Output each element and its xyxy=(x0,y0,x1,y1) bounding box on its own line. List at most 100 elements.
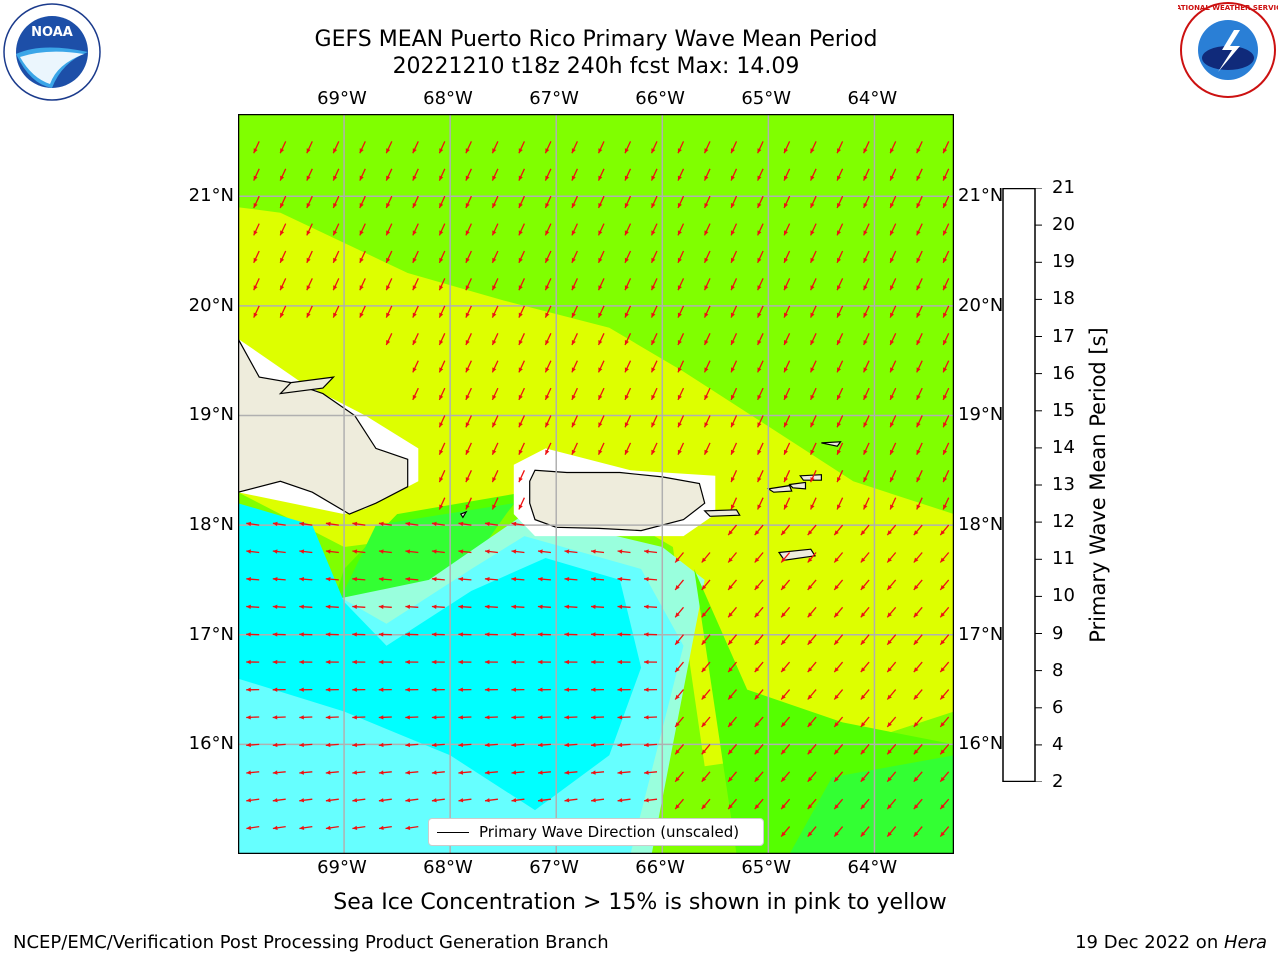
wave-direction-arrow-524 xyxy=(833,634,844,646)
wave-direction-arrow-2 xyxy=(253,195,260,209)
wave-direction-arrow-515 xyxy=(836,387,844,401)
wave-direction-arrow-480 xyxy=(810,141,817,154)
wave-direction-arrow-225 xyxy=(518,415,525,428)
wave-direction-arrow-597 xyxy=(916,497,923,510)
wave-direction-arrow-385 xyxy=(703,305,711,318)
wave-direction-arrow-259 xyxy=(537,715,551,720)
lon-label-bottom-4: 65°W xyxy=(741,857,792,878)
puerto-rico-land xyxy=(529,469,706,532)
wave-direction-arrow-248 xyxy=(544,333,552,346)
colorbar-tick-11: 16 xyxy=(1052,362,1075,384)
wave-direction-arrow-211 xyxy=(484,742,498,748)
wave-direction-arrow-526 xyxy=(833,689,844,700)
wave-direction-arrow-319 xyxy=(624,387,632,401)
map-legend: Primary Wave Direction (unscaled) xyxy=(428,818,764,846)
wave-direction-arrow-48 xyxy=(299,604,313,609)
wave-direction-arrow-208 xyxy=(484,659,498,665)
wave-direction-arrow-626 xyxy=(939,579,950,591)
wave-direction-arrow-439 xyxy=(757,442,764,455)
wave-direction-arrow-397 xyxy=(701,716,711,728)
wave-direction-arrow-621 xyxy=(942,442,950,455)
wave-direction-arrow-620 xyxy=(942,415,950,428)
wave-direction-arrow-528 xyxy=(833,743,844,755)
wave-direction-arrow-22 xyxy=(279,223,287,236)
wave-direction-arrow-51 xyxy=(299,687,313,692)
wave-direction-arrow-166 xyxy=(465,223,472,236)
wave-direction-arrow-428 xyxy=(757,141,764,154)
colorbar-tick-15: 20 xyxy=(1052,214,1075,236)
colorbar-tick-10: 15 xyxy=(1052,399,1075,421)
wave-direction-arrow-46 xyxy=(299,549,313,554)
wave-direction-arrow-554 xyxy=(860,743,870,755)
wave-direction-arrow-436 xyxy=(757,360,764,373)
wave-direction-arrow-336 xyxy=(650,223,658,236)
wave-direction-arrow-101 xyxy=(385,305,393,318)
wave-direction-arrow-295 xyxy=(597,360,605,373)
wave-direction-arrow-36 xyxy=(272,798,286,803)
wave-direction-arrow-476 xyxy=(780,743,791,755)
wave-direction-arrow-50 xyxy=(299,659,313,665)
wave-direction-arrow-14 xyxy=(246,715,260,720)
wave-direction-arrow-604 xyxy=(913,689,923,700)
wave-direction-arrow-28 xyxy=(272,577,286,582)
wave-direction-arrow-86 xyxy=(352,604,366,609)
wave-direction-arrow-62 xyxy=(332,278,340,291)
wave-direction-arrow-446 xyxy=(754,634,764,646)
wave-direction-arrow-126 xyxy=(405,549,419,554)
wave-direction-arrow-592 xyxy=(916,360,923,373)
wave-direction-arrow-623 xyxy=(942,497,950,510)
wave-direction-arrow-247 xyxy=(544,305,552,318)
wave-direction-arrow-93 xyxy=(352,798,366,803)
wave-direction-arrow-311 xyxy=(624,168,632,181)
wave-direction-arrow-563 xyxy=(889,278,897,291)
wave-direction-arrow-316 xyxy=(624,305,632,318)
wave-direction-arrow-579 xyxy=(886,716,897,728)
wave-direction-arrow-475 xyxy=(780,716,791,728)
wave-direction-arrow-502 xyxy=(807,743,817,755)
wave-direction-arrow-565 xyxy=(889,333,897,346)
wave-direction-arrow-12 xyxy=(246,659,260,665)
wave-direction-arrow-366 xyxy=(677,415,685,428)
wave-direction-arrow-497 xyxy=(807,606,817,618)
wave-direction-arrow-56 xyxy=(299,825,313,830)
wave-direction-arrow-317 xyxy=(624,333,632,346)
wave-direction-arrow-218 xyxy=(518,223,525,236)
wave-direction-arrow-519 xyxy=(836,497,844,510)
wave-direction-arrow-125 xyxy=(405,521,419,527)
wave-direction-arrow-508 xyxy=(836,195,844,209)
wave-direction-arrow-595 xyxy=(916,442,923,455)
wave-direction-arrow-130 xyxy=(405,659,419,665)
wave-direction-arrow-254 xyxy=(537,577,551,582)
wave-direction-arrow-54 xyxy=(299,770,313,775)
wave-direction-arrow-131 xyxy=(405,687,419,692)
wave-direction-arrow-496 xyxy=(807,579,817,591)
wave-direction-arrow-213 xyxy=(484,798,498,803)
wave-direction-arrow-616 xyxy=(942,305,950,318)
wave-direction-arrow-232 xyxy=(511,604,525,609)
wave-direction-arrow-164 xyxy=(465,168,472,181)
wave-direction-arrow-39 xyxy=(306,168,313,181)
wave-direction-arrow-303 xyxy=(590,659,605,665)
wave-direction-arrow-422 xyxy=(727,689,737,700)
wave-direction-arrow-33 xyxy=(272,715,286,720)
wave-direction-arrow-123 xyxy=(412,360,419,373)
wave-direction-arrow-613 xyxy=(942,223,950,236)
wave-direction-arrow-345 xyxy=(644,549,658,554)
colorbar-tick-1: 4 xyxy=(1052,733,1064,755)
wave-direction-arrow-343 xyxy=(650,415,658,428)
wave-direction-arrow-88 xyxy=(352,659,366,665)
wave-direction-arrow-273 xyxy=(571,387,578,401)
wave-direction-arrow-468 xyxy=(780,524,791,536)
wave-direction-arrow-402 xyxy=(730,141,738,154)
wave-direction-arrow-618 xyxy=(942,360,950,373)
wave-direction-arrow-279 xyxy=(564,632,578,637)
wave-direction-arrow-608 xyxy=(913,798,923,810)
wave-direction-arrow-375 xyxy=(674,743,684,755)
wave-direction-arrow-219 xyxy=(518,250,525,264)
wave-direction-arrow-566 xyxy=(889,360,897,373)
wave-direction-arrow-440 xyxy=(757,470,764,483)
wave-direction-arrow-539 xyxy=(863,333,870,346)
st-john-island xyxy=(788,481,807,490)
wave-direction-arrow-280 xyxy=(564,659,578,665)
wave-direction-arrow-514 xyxy=(836,360,844,373)
